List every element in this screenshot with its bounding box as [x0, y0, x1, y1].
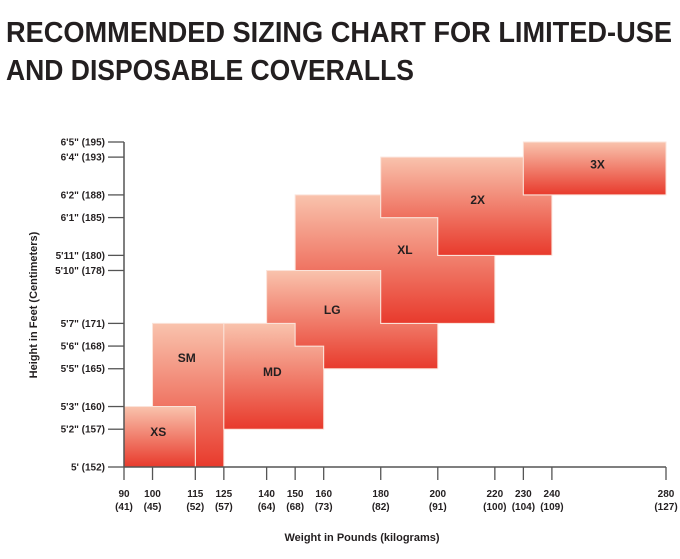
y-tick-label: 5'10" (178) [55, 266, 105, 277]
x-tick-sublabel: (45) [144, 502, 162, 513]
y-tick-label: 6'4" (193) [61, 153, 105, 164]
y-tick-label: 5' (152) [71, 463, 105, 474]
x-tick-label: 125 [215, 489, 232, 500]
size-label-3x: 3X [590, 158, 605, 172]
x-tick-sublabel: (64) [258, 502, 276, 513]
size-label-sm: SM [178, 351, 196, 365]
size-label-xl: XL [397, 243, 412, 257]
x-tick-label: 230 [515, 489, 532, 500]
x-axis-title: Weight in Pounds (kilograms) [284, 532, 439, 544]
x-tick-sublabel: (82) [372, 502, 390, 513]
y-tick-label: 6'5" (195) [61, 138, 105, 149]
y-tick-label: 5'7" (171) [61, 319, 105, 330]
y-tick-label: 5'5" (165) [61, 364, 105, 375]
chart-title-line-2: AND DISPOSABLE COVERALLS [6, 55, 414, 87]
x-tick-sublabel: (109) [540, 502, 563, 513]
y-tick-label: 5'11" (180) [56, 251, 105, 262]
x-tick-sublabel: (68) [286, 502, 304, 513]
x-tick-label: 115 [187, 489, 204, 500]
size-regions: SM XS MD LG XL 2X 3X [123, 141, 667, 468]
chart-title-line-1: RECOMMENDED SIZING CHART FOR LIMITED-USE [6, 17, 672, 49]
y-axis-title: Height in Feet (Centimeters) [28, 231, 40, 378]
x-tick-sublabel: (52) [186, 502, 204, 513]
y-tick-label: 5'2" (157) [61, 425, 105, 436]
x-tick-sublabel: (127) [654, 502, 677, 513]
x-tick-label: 90 [118, 489, 130, 500]
x-tick-label: 280 [658, 489, 675, 500]
y-tick-label: 5'6" (168) [61, 342, 105, 353]
x-tick-sublabel: (104) [512, 502, 535, 513]
x-tick-sublabel: (100) [483, 502, 506, 513]
y-tick-label: 6'2" (188) [61, 190, 105, 201]
x-tick-sublabel: (91) [429, 502, 447, 513]
x-tick-sublabel: (41) [115, 502, 133, 513]
y-tick-label: 6'1" (185) [61, 213, 105, 224]
size-label-md: MD [263, 365, 282, 379]
x-tick-label: 200 [429, 489, 446, 500]
x-tick-label: 160 [315, 489, 332, 500]
x-tick-label: 140 [258, 489, 275, 500]
x-tick-sublabel: (73) [315, 502, 333, 513]
size-label-xs: XS [150, 425, 166, 439]
x-tick-label: 180 [372, 489, 389, 500]
x-tick-label: 240 [544, 489, 561, 500]
x-tick-label: 220 [486, 489, 503, 500]
x-tick-sublabel: (57) [215, 502, 233, 513]
size-label-lg: LG [324, 303, 341, 317]
size-label-2x: 2X [470, 193, 485, 207]
y-tick-label: 5'3" (160) [61, 402, 105, 413]
x-tick-label: 150 [287, 489, 304, 500]
x-tick-label: 100 [144, 489, 161, 500]
size-region-3x [522, 141, 667, 196]
axes: 6'5" (195) 6'4" (193) 6'2" (188) 6'1" (185)… [55, 138, 678, 514]
